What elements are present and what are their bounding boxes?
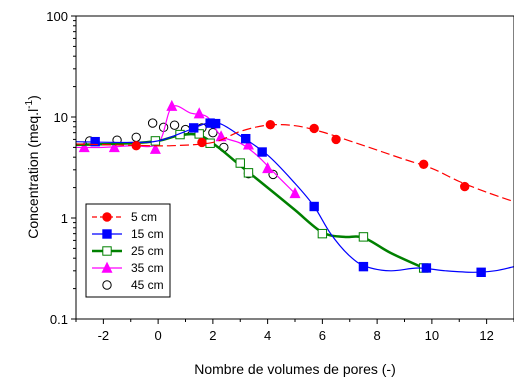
- legend-label: 45 cm: [131, 278, 164, 292]
- y-tick-label: 10: [54, 110, 68, 125]
- x-axis-label: Nombre de volumes de pores (-): [194, 361, 396, 377]
- data-point-35-cm: [242, 138, 254, 150]
- y-tick-label: 100: [46, 9, 68, 24]
- legend-item: 35 cm: [92, 261, 164, 275]
- data-point-35-cm: [193, 107, 205, 119]
- legend-label: 25 cm: [131, 244, 164, 258]
- data-point-35-cm: [149, 142, 161, 154]
- y-tick-label: 1: [61, 211, 68, 226]
- legend-marker: [102, 229, 112, 239]
- data-point-5-cm: [265, 119, 276, 130]
- legend-label: 5 cm: [131, 210, 157, 224]
- x-tick-label: 0: [155, 328, 162, 343]
- data-point-45-cm: [131, 132, 141, 142]
- x-tick-label: 2: [209, 328, 216, 343]
- data-point-15-cm: [309, 201, 319, 212]
- legend-marker: [101, 261, 113, 273]
- legend-item: 15 cm: [92, 227, 164, 241]
- y-axis-label: Concentration (meq.l-1): [24, 95, 41, 239]
- data-point-15-cm: [90, 136, 100, 147]
- legend-item: 25 cm: [92, 244, 164, 258]
- legend-label: 15 cm: [131, 227, 164, 241]
- y-axis-label-close: ): [25, 95, 41, 100]
- legend-item: 5 cm: [92, 210, 157, 224]
- data-point-5-cm: [331, 134, 341, 145]
- x-tick-label: 4: [264, 328, 271, 343]
- y-tick-label: 0.1: [50, 312, 68, 327]
- legend-marker: [102, 280, 112, 290]
- series-15-cm: [75, 118, 514, 277]
- series-line-5-cm: [75, 124, 514, 203]
- legend-marker: [102, 246, 112, 256]
- data-point-15-cm: [358, 261, 369, 272]
- data-point-5-cm: [197, 137, 207, 148]
- data-point-25-cm: [194, 129, 204, 139]
- data-point-35-cm: [78, 141, 90, 153]
- data-point-35-cm: [108, 141, 120, 153]
- data-point-25-cm: [235, 158, 245, 168]
- data-point-5-cm: [131, 140, 141, 151]
- data-point-25-cm: [243, 168, 254, 178]
- data-point-35-cm: [262, 162, 274, 174]
- data-point-45-cm: [169, 120, 180, 130]
- data-point-15-cm: [241, 133, 251, 144]
- legend: 5 cm 15 cm 25 cm 35 cm 45 cm: [85, 203, 171, 298]
- data-point-25-cm: [358, 232, 369, 242]
- data-point-15-cm: [421, 263, 432, 273]
- x-tick-label: 10: [425, 328, 439, 343]
- data-point-25-cm: [317, 228, 328, 239]
- x-tick-label: 6: [319, 328, 326, 343]
- legend-label: 35 cm: [131, 261, 164, 275]
- data-point-15-cm: [257, 147, 267, 157]
- data-point-15-cm: [210, 118, 221, 129]
- x-tick-label: -2: [98, 328, 110, 343]
- data-point-5-cm: [418, 159, 429, 170]
- data-point-5-cm: [460, 181, 470, 192]
- data-point-45-cm: [147, 118, 158, 128]
- legend-marker: [102, 212, 112, 222]
- axes-layer: -2 0 2 4 6 8 10 12 0.1 1 10 100: [46, 9, 514, 343]
- data-point-15-cm: [476, 267, 486, 277]
- x-tick-label: 12: [479, 328, 493, 343]
- x-tick-label: 8: [374, 328, 381, 343]
- y-axis-label-unit-exponent: -1: [24, 99, 35, 108]
- data-point-15-cm: [189, 123, 199, 133]
- legend-item: 45 cm: [102, 278, 164, 292]
- data-point-5-cm: [309, 123, 319, 134]
- data-point-35-cm: [166, 99, 178, 111]
- series-5-cm: [75, 119, 514, 203]
- series-layer: [75, 99, 514, 277]
- y-axis-label-main: Concentration (meq.l: [25, 109, 41, 239]
- data-point-35-cm: [289, 187, 301, 199]
- data-point-45-cm: [208, 127, 218, 138]
